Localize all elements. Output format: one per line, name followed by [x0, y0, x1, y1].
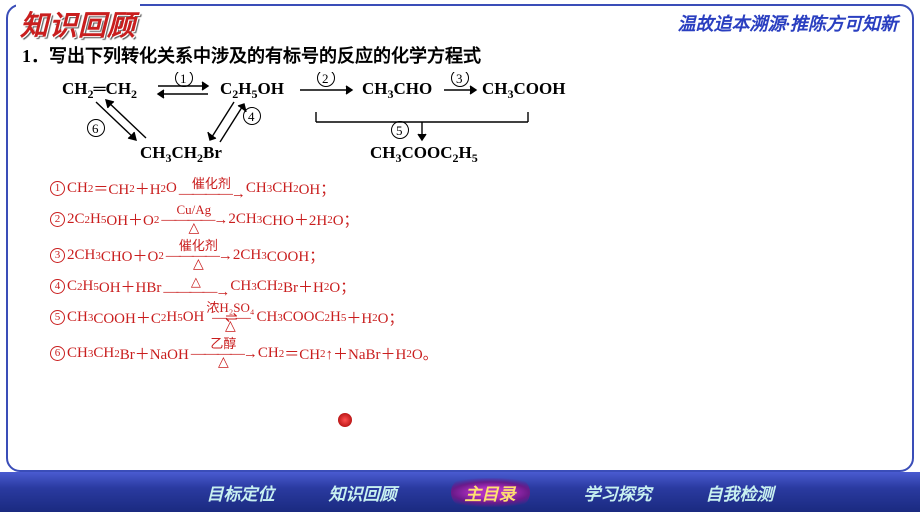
cursor-dot-icon [338, 413, 352, 427]
svg-text:4: 4 [248, 109, 255, 124]
nav-target[interactable]: 目标定位 [207, 480, 275, 505]
nav-explore[interactable]: 学习探究 [584, 480, 652, 505]
answer-4: 4 C2H5OH＋HBr △————→ CH3CH2Br＋H2O； [50, 275, 898, 298]
answer-2: 2 2C2H5OH＋O2 Cu/Ag————→△ 2CH3CHO＋2H2O； [50, 203, 898, 236]
answer-number: 6 [50, 346, 65, 361]
footer-nav: 目标定位 知识回顾 主目录 学习探究 自我检测 [0, 472, 920, 512]
answer-number: 1 [50, 181, 65, 196]
svg-text:CH3COOC2H5: CH3COOC2H5 [370, 143, 478, 165]
nav-self-test[interactable]: 自我检测 [706, 480, 774, 505]
question-number: 1． [22, 46, 49, 66]
answer-number: 2 [50, 212, 65, 227]
svg-text:CH3CH2Br: CH3CH2Br [140, 143, 222, 165]
question-body: 写出下列转化关系中涉及的有标号的反应的化学方程式 [49, 46, 481, 66]
reaction-diagram: CH2═CH2 C2H5OH CH3CHO CH3COOH CH3CH2Br C… [52, 72, 898, 175]
svg-text:C2H5OH: C2H5OH [220, 79, 284, 101]
answer-3: 3 2CH3CHO＋O2 催化剂————→△ 2CH3COOH； [50, 239, 898, 272]
answers-block: 1 CH2＝CH2＋H2O 催化剂————→ CH3CH2OH； 2 2C2H5… [50, 177, 898, 370]
nav-main[interactable]: 主目录 [451, 478, 530, 507]
svg-text:3: 3 [456, 72, 463, 86]
svg-text:6: 6 [92, 121, 99, 136]
answer-1: 1 CH2＝CH2＋H2O 催化剂————→ CH3CH2OH； [50, 177, 898, 200]
svg-text:1: 1 [180, 72, 187, 86]
svg-text:CH3CHO: CH3CHO [362, 79, 432, 101]
svg-text:5: 5 [396, 123, 403, 138]
answer-number: 4 [50, 279, 65, 294]
answer-number: 3 [50, 248, 65, 263]
question-text: 1．写出下列转化关系中涉及的有标号的反应的化学方程式 [22, 42, 898, 68]
answer-6: 6 CH3CH2Br＋NaOH 乙醇————→△ CH2＝CH2↑＋NaBr＋H… [50, 337, 898, 370]
svg-text:CH2═CH2: CH2═CH2 [62, 79, 137, 101]
svg-text:CH3COOH: CH3COOH [482, 79, 565, 101]
svg-text:2: 2 [322, 72, 329, 86]
content-frame: 知识回顾 温故追本溯源·推陈方可知新 1．写出下列转化关系中涉及的有标号的反应的… [6, 4, 914, 472]
header-title: 知识回顾 [16, 4, 140, 44]
nav-review[interactable]: 知识回顾 [329, 480, 397, 505]
header-subtitle: 温故追本溯源·推陈方可知新 [678, 10, 899, 36]
answer-number: 5 [50, 310, 65, 325]
answer-5: 5 CH3COOH＋C2H5OH 浓H₂SO₄—⇌—△ CH3COOC2H5＋H… [50, 301, 898, 334]
